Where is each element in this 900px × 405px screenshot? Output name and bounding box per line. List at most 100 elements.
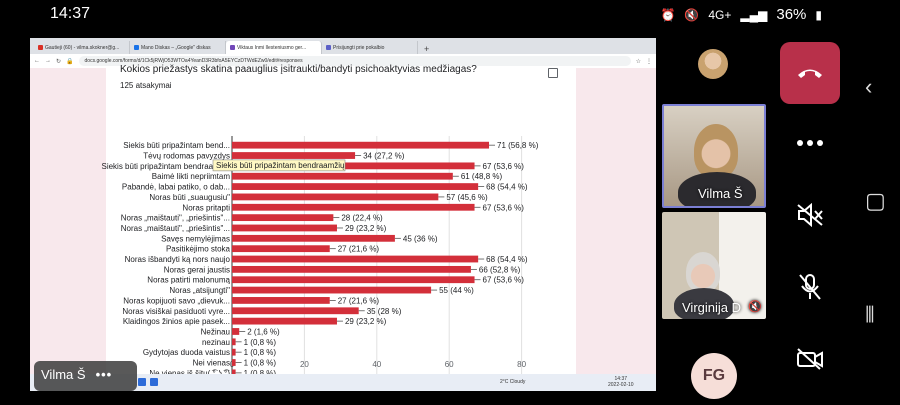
- data-label: 67 (53,6 %): [483, 276, 525, 285]
- data-label: 29 (23,2 %): [345, 317, 387, 326]
- category-label: Noras gerai jaustis: [164, 265, 230, 274]
- chart-bar: [232, 255, 479, 263]
- back-icon[interactable]: ←: [34, 58, 40, 64]
- participant-tile-vilma[interactable]: Vilma Š: [662, 104, 766, 208]
- taskbar-weather: 2°C Cloudy: [500, 379, 526, 385]
- more-button[interactable]: [780, 112, 840, 174]
- star-icon[interactable]: ☆: [635, 58, 641, 65]
- chart-bar: [232, 265, 471, 273]
- taskbar-time: 14:37: [614, 376, 628, 382]
- participant-name: Virginija D: [682, 300, 742, 315]
- category-label: Klaidingos žinios apie pasek...: [123, 317, 230, 326]
- forward-icon[interactable]: →: [45, 58, 51, 64]
- category-label: nezinau: [202, 338, 230, 347]
- presenter-label: Vilma Š •••: [34, 361, 137, 391]
- tab-label: Mano Diskas – „Google" diskas: [141, 44, 211, 51]
- drive-icon: [134, 45, 139, 50]
- back-icon[interactable]: ‹: [865, 74, 873, 99]
- data-label: 1 (0,8 %): [244, 359, 277, 368]
- copy-chart-icon[interactable]: [548, 68, 558, 78]
- more-options-icon[interactable]: •••: [95, 367, 113, 382]
- data-label: 1 (0,8 %): [244, 369, 277, 378]
- chart-bar: [232, 152, 356, 159]
- browser-tab-forms[interactable]: Viktaus Inmi Ilesteniusmo ger...: [226, 41, 322, 54]
- taskbar-app-icon[interactable]: [150, 378, 158, 386]
- category-label: Ne vienas iš šitų( ͡° ͜ʖ ͡°): [149, 369, 230, 378]
- forms-icon: [230, 45, 235, 50]
- category-label: Noras „maištauti", „priešintis"...: [121, 214, 230, 223]
- browser-tab-drive[interactable]: Mano Diskas – „Google" diskas: [130, 41, 226, 54]
- category-label: Noras visiškai pasiduoti vyre...: [122, 307, 230, 316]
- participant-tile-virginija[interactable]: Virginija D 🔇: [662, 212, 766, 319]
- camera-button[interactable]: [780, 328, 840, 390]
- chart-bar: [232, 162, 475, 170]
- chart-bar: [232, 234, 395, 242]
- home-icon[interactable]: ▢: [865, 188, 886, 213]
- data-label: 29 (23,2 %): [345, 224, 387, 233]
- participant-video: [686, 252, 720, 292]
- chart-bar: [232, 348, 236, 356]
- answers-count: 125 atsakymai: [120, 81, 172, 90]
- taskbar-apps: [138, 378, 158, 386]
- data-label: 55 (44 %): [439, 286, 474, 295]
- taskbar-clock: 14:37 2022-02-10: [608, 376, 634, 388]
- menu-icon[interactable]: ⋮: [646, 58, 652, 65]
- chart-bar: [232, 359, 236, 366]
- chart-bar: [232, 286, 432, 294]
- status-icons: ⏰ 🔇 4G+ ▂▄▆ 36% ▮: [660, 6, 822, 23]
- chart-bar: [232, 183, 479, 190]
- tab-label: Prisijungti prie pokalbio: [333, 44, 385, 51]
- participant-name: Vilma Š: [698, 186, 743, 201]
- reload-icon[interactable]: ↻: [56, 58, 62, 65]
- browser-tabbar: Gautieji (60) - vilma.skokner@g... Mano …: [30, 38, 656, 54]
- data-label: 27 (21,6 %): [338, 245, 380, 254]
- address-bar: ← → ↻ 🔒 docs.google.com/forms/d/1Ck5jRWj…: [30, 54, 656, 68]
- network-label: 4G+: [708, 7, 732, 22]
- chart-bar: [232, 245, 330, 253]
- tooltip-box: [212, 159, 346, 172]
- mic-off-icon: [799, 274, 821, 300]
- hang-up-icon: [798, 69, 822, 78]
- self-avatar[interactable]: FG: [691, 353, 737, 399]
- speaker-button[interactable]: [780, 184, 840, 246]
- microphone-button[interactable]: [780, 256, 840, 318]
- category-label: Tėvų rodomas pavyzdys: [143, 152, 230, 161]
- taskbar-app-icon[interactable]: [138, 378, 146, 386]
- x-tick-label: 80: [517, 360, 526, 369]
- battery-level: 36%: [776, 6, 807, 23]
- status-bar: 14:37 ⏰ 🔇 4G+ ▂▄▆ 36% ▮: [0, 0, 900, 30]
- end-call-button[interactable]: [780, 42, 840, 104]
- url-input[interactable]: docs.google.com/forms/d/1Ck5jRWjO53WTOa4…: [78, 56, 631, 66]
- mute-icon: 🔇: [684, 7, 700, 22]
- chart-bar: [232, 172, 453, 180]
- recents-icon[interactable]: ⦀: [865, 302, 875, 327]
- taskbar-date: 2022-02-10: [608, 382, 634, 388]
- chart-bar: [232, 317, 337, 325]
- tooltip-text: Siekis būti pripažintam bendraamžių: [216, 161, 345, 170]
- category-label: Pasitikėjimo stoka: [166, 245, 231, 254]
- lock-icon: 🔒: [66, 58, 74, 65]
- category-label: Noras išbandyti ką nors naujo: [125, 255, 231, 264]
- category-label: Baimė likti nepriimtam: [152, 172, 231, 181]
- category-label: Gydytojas duoda vaistus: [143, 348, 230, 357]
- new-tab-button[interactable]: +: [424, 44, 430, 54]
- responses-chart: 020406080Siekis būti pripažintam bend...…: [101, 136, 539, 380]
- chart-bar: [232, 224, 337, 232]
- alarm-icon: ⏰: [660, 7, 676, 22]
- mic-muted-icon: 🔇: [748, 301, 762, 313]
- participant-avatar[interactable]: [698, 49, 728, 79]
- signal-icon: ▂▄▆: [740, 7, 768, 22]
- data-label: 68 (54,4 %): [486, 255, 528, 264]
- data-label: 67 (53,6 %): [483, 162, 525, 171]
- more-icon: [797, 140, 823, 146]
- data-label: 66 (52,8 %): [479, 265, 521, 274]
- x-tick-label: 40: [372, 360, 381, 369]
- browser-tab-gmail[interactable]: Gautieji (60) - vilma.skokner@g...: [34, 41, 130, 54]
- data-label: 61 (48,8 %): [461, 172, 503, 181]
- category-label: Noras būti „suaugusiu": [149, 193, 230, 202]
- tab-label: Gautieji (60) - vilma.skokner@g...: [45, 44, 120, 51]
- participant-body: [674, 288, 734, 319]
- x-tick-label: 60: [445, 360, 454, 369]
- category-label: Noras „atsijungti": [169, 286, 230, 295]
- browser-tab-teams[interactable]: Prisijungti prie pokalbio: [322, 41, 418, 54]
